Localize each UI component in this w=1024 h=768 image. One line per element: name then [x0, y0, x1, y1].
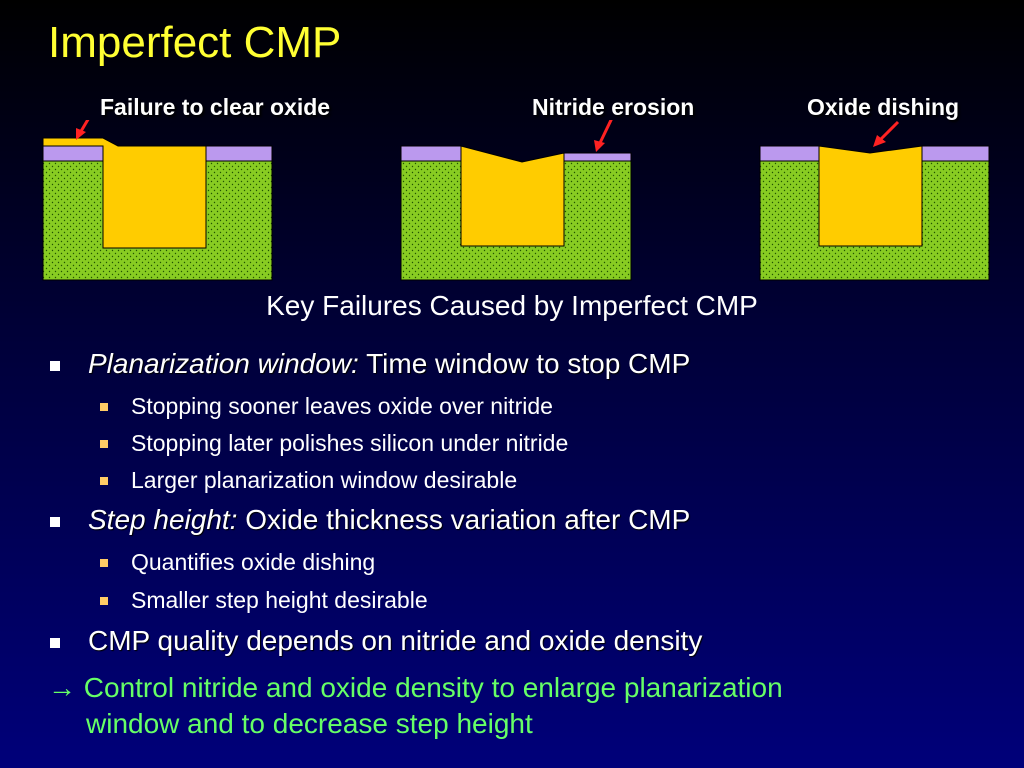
label-failure-to-clear-oxide: Failure to clear oxide [100, 94, 331, 120]
sub-bullet-marker [100, 477, 108, 485]
bullet-lead: Planarization window: [88, 348, 359, 379]
sub-bullet-marker [100, 559, 108, 567]
conclusion-text-1: Control nitride and oxide density to enl… [76, 672, 783, 703]
nitride-layer-left [42, 145, 104, 162]
red-arrow-2 [597, 120, 613, 146]
red-arrowhead-2 [594, 140, 605, 152]
right-arrow-icon: → [48, 672, 76, 703]
sub-bullet-text: Stopping later polishes silicon under ni… [131, 430, 569, 456]
conclusion-line-2: window and to decrease step height [86, 708, 533, 739]
oxide-fill [42, 137, 207, 249]
diagram-nitride-erosion [400, 120, 632, 281]
oxide-fill [818, 145, 923, 247]
label-nitride-erosion: Nitride erosion [532, 94, 695, 120]
bullet-text: CMP quality depends on nitride and oxide… [88, 625, 703, 656]
nitride-layer-right [205, 145, 273, 162]
sub-bullet-marker [100, 440, 108, 448]
sub-bullet-text: Quantifies oxide dishing [131, 549, 376, 575]
red-arrowhead-3 [873, 135, 886, 147]
bullet-text: Time window to stop CMP [358, 348, 691, 379]
nitride-layer-left [759, 145, 820, 162]
cmp-cross-section-diagrams [42, 120, 990, 281]
sub-bullet-marker [100, 403, 108, 411]
oxide-fill [460, 145, 565, 247]
red-arrow-3 [878, 120, 900, 142]
sub-bullet-text: Larger planarization window desirable [131, 467, 518, 493]
nitride-layer-left [400, 145, 462, 162]
bullet-marker [50, 517, 60, 527]
red-arrow-1 [78, 120, 90, 134]
red-arrowhead-1 [76, 128, 86, 140]
bullet-lead: Step height: [88, 504, 238, 535]
sub-bullet-text: Stopping sooner leaves oxide over nitrid… [131, 393, 553, 419]
diagram-oxide-dishing [759, 120, 990, 281]
sub-bullet-text: Smaller step height desirable [131, 587, 428, 613]
slide-title: Imperfect CMP [48, 18, 342, 67]
diagram-failure-to-clear-oxide [42, 120, 273, 281]
bullet-text: Oxide thickness variation after CMP [237, 504, 691, 535]
sub-bullet-marker [100, 597, 108, 605]
subtitle: Key Failures Caused by Imperfect CMP [266, 290, 758, 321]
bullet-marker [50, 638, 60, 648]
nitride-layer-right [921, 145, 990, 162]
label-oxide-dishing: Oxide dishing [807, 94, 960, 120]
conclusion-line-1: → Control nitride and oxide density to e… [48, 670, 783, 706]
nitride-layer-right [563, 152, 632, 162]
bullet-marker [50, 361, 60, 371]
